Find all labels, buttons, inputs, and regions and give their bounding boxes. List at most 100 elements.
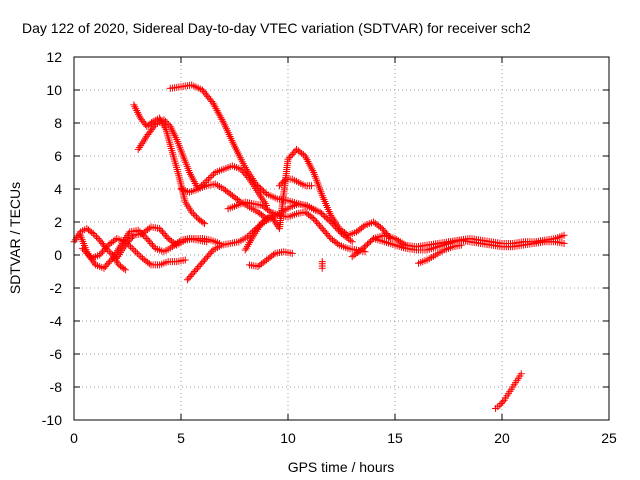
x-tick-label: 20 [494, 430, 510, 446]
data-point-marker [354, 249, 362, 257]
y-tick-label: -6 [50, 346, 63, 362]
data-point-marker [81, 248, 89, 256]
data-point-marker [190, 178, 198, 186]
data-point-marker [334, 240, 342, 248]
data-point-marker [91, 231, 99, 239]
data-point-marker [211, 103, 219, 111]
data-point-marker [378, 225, 386, 233]
data-point-marker [398, 239, 406, 247]
data-point-marker [158, 228, 166, 236]
data-point-marker [97, 249, 105, 257]
data-point-marker [103, 243, 111, 251]
series-arc-l [245, 248, 296, 271]
data-point-marker [210, 101, 218, 109]
data-point-marker [120, 265, 128, 273]
y-tick-label: 10 [46, 82, 62, 98]
y-tick-label: 2 [54, 214, 62, 230]
data-point-marker [309, 167, 317, 175]
data-point-marker [208, 172, 216, 180]
y-tick-label: 6 [54, 148, 62, 164]
data-point-marker [121, 266, 129, 274]
data-point-marker [203, 253, 211, 261]
series-arc-c [79, 235, 189, 269]
data-point-marker [265, 213, 273, 221]
data-point-marker [147, 239, 155, 247]
data-point-marker [279, 178, 287, 186]
data-point-marker [123, 239, 131, 247]
data-point-marker [121, 241, 129, 249]
data-point-marker [185, 274, 193, 282]
data-point-marker [348, 238, 356, 246]
data-point-marker [499, 398, 507, 406]
data-point-marker [320, 226, 328, 234]
data-point-marker [133, 249, 141, 257]
data-point-marker [83, 249, 91, 257]
data-point-marker [217, 114, 225, 122]
data-point-marker [163, 233, 171, 241]
data-point-marker [104, 259, 112, 267]
data-point-marker [396, 238, 404, 246]
data-point-marker [312, 206, 320, 214]
data-point-marker [318, 264, 326, 272]
series-arc-r [492, 370, 525, 412]
data-point-marker [157, 226, 165, 234]
data-point-marker [92, 233, 100, 241]
data-point-marker [287, 152, 295, 160]
data-point-marker [280, 177, 288, 185]
data-point-marker [209, 99, 217, 107]
data-point-marker [359, 223, 367, 231]
data-point-marker [381, 228, 389, 236]
data-point-marker [321, 228, 329, 236]
data-point-marker [160, 116, 168, 124]
y-tick-label: 0 [54, 247, 62, 263]
data-point-marker [199, 218, 207, 226]
series-arc-n [318, 258, 326, 272]
series-arc-m [275, 175, 316, 190]
data-point-marker [376, 223, 384, 231]
data-point-marker [103, 261, 111, 269]
data-point-marker [219, 117, 227, 125]
data-point-marker [80, 246, 88, 254]
series-arc-p [370, 235, 568, 254]
data-point-marker [317, 223, 325, 231]
data-point-marker [288, 249, 296, 257]
data-point-marker [204, 175, 212, 183]
data-point-marker [193, 213, 201, 221]
data-point-marker [187, 172, 195, 180]
data-point-marker [165, 121, 173, 129]
data-point-marker [94, 235, 102, 242]
data-point-marker [275, 182, 283, 190]
x-tick-label: 10 [280, 430, 296, 446]
data-point-marker [311, 216, 319, 224]
data-point-marker [146, 238, 154, 246]
data-point-marker [210, 170, 218, 178]
data-point-marker [191, 211, 199, 219]
series-arc-k [241, 145, 395, 254]
data-points [70, 81, 568, 412]
data-point-marker [308, 182, 316, 190]
data-point-marker [101, 244, 109, 252]
data-point-marker [201, 256, 209, 264]
data-point-marker [84, 251, 92, 259]
data-point-marker [148, 241, 156, 249]
data-point-marker [269, 251, 277, 259]
data-point-marker [290, 149, 298, 157]
x-tick-label: 15 [387, 430, 403, 446]
data-point-marker [308, 213, 316, 221]
data-point-marker [156, 225, 164, 233]
data-point-marker [496, 401, 504, 409]
x-axis-label: GPS time / hours [288, 459, 395, 475]
data-point-marker [208, 248, 216, 256]
data-point-marker [181, 256, 189, 264]
data-point-marker [130, 246, 138, 254]
y-tick-label: -10 [42, 412, 62, 428]
data-point-marker [244, 167, 252, 175]
data-point-marker [395, 237, 403, 245]
data-point-marker [106, 258, 114, 266]
grid-lines [74, 57, 609, 420]
data-point-marker [189, 210, 197, 218]
data-point-marker [285, 154, 293, 162]
data-point-marker [346, 236, 354, 244]
data-point-marker [191, 268, 199, 275]
